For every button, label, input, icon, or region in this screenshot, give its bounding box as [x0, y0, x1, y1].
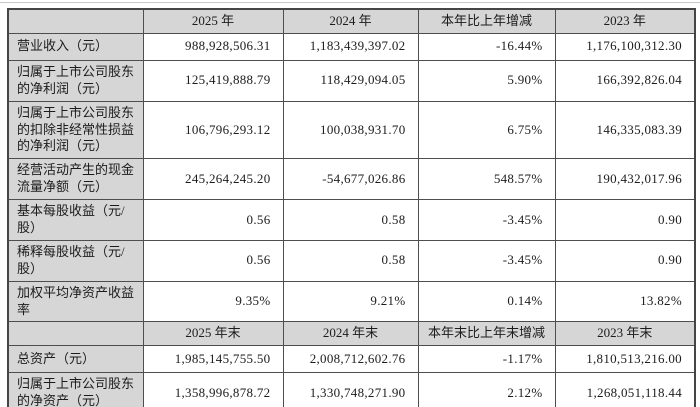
- cell-value: 1,183,439,397.02: [282, 32, 419, 61]
- cell-value: 100,038,931.70: [282, 100, 419, 160]
- cell-value: 166,392,826.04: [554, 59, 696, 102]
- table-body: 2025 年 2024 年本年比上年增减 2023 年营业收入（元） 988,928,…: [7, 8, 696, 407]
- cell-value: 1,176,100,312.30: [554, 32, 696, 61]
- cell-value: 245,264,245.20: [142, 158, 284, 201]
- financial-summary-table: 2025 年 2024 年本年比上年增减 2023 年营业收入（元） 988,928,…: [7, 8, 696, 407]
- cell-value: 2.12%: [417, 372, 556, 407]
- cell-value: 0.90: [554, 199, 696, 241]
- corner-cell: [7, 321, 144, 347]
- table-row: 归属于上市公司股东的净资产（元） 1,358,996,878.72 1,330,74…: [7, 372, 696, 407]
- row-label: 加权平均净资产收益率: [7, 280, 144, 323]
- cell-value: -3.45%: [417, 199, 556, 241]
- cell-value: 0.56: [142, 239, 284, 282]
- cell-value: 118,429,094.05: [282, 59, 419, 102]
- column-header: 2024 年末: [282, 321, 419, 347]
- cell-value: -16.44%: [417, 32, 556, 61]
- cell-value: 0.56: [142, 199, 284, 241]
- column-header-row: 2025 年末 2024 年末 本年末比上年末增减 2023 年末: [7, 321, 696, 347]
- row-label: 基本每股收益（元/股）: [7, 199, 144, 241]
- cell-value: 9.35%: [142, 280, 284, 323]
- row-label: 归属于上市公司股东的净资产（元）: [7, 372, 144, 407]
- column-header: 本年比上年增减: [417, 8, 556, 34]
- cell-value: 125,419,888.79: [142, 59, 284, 102]
- cell-value: 146,335,083.39: [554, 100, 696, 160]
- cell-value: 6.75%: [417, 100, 556, 160]
- row-label: 归属于上市公司股东的扣除非经常性损益的净利润（元）: [7, 100, 144, 160]
- row-label: 经营活动产生的现金流量净额（元）: [7, 158, 144, 201]
- table-row: 经营活动产生的现金流量净额（元） 245,264,245.20 -54,677,02…: [7, 158, 696, 201]
- cell-value: -54,677,026.86: [282, 158, 419, 201]
- table-row: 总资产（元） 1,985,145,755.50 2,008,712,602.76 -1…: [7, 345, 696, 374]
- corner-cell: [7, 8, 144, 34]
- cell-value: 5.90%: [417, 59, 556, 102]
- cell-value: 1,985,145,755.50: [142, 345, 284, 374]
- cell-value: 988,928,506.31: [142, 32, 284, 61]
- cell-value: 1,268,051,118.44: [554, 372, 696, 407]
- cell-value: 106,796,293.12: [142, 100, 284, 160]
- cell-value: 190,432,017.96: [554, 158, 696, 201]
- row-label: 稀释每股收益（元/股）: [7, 239, 144, 282]
- column-header: 本年末比上年末增减: [417, 321, 556, 347]
- row-label: 营业收入（元）: [7, 32, 144, 61]
- cell-value: 0.90: [554, 239, 696, 282]
- cell-value: 13.82%: [554, 280, 696, 323]
- column-header: 2024 年: [282, 8, 419, 34]
- cell-value: 1,810,513,216.00: [554, 345, 696, 374]
- cell-value: 0.58: [282, 239, 419, 282]
- cell-value: 9.21%: [282, 280, 419, 323]
- table-row: 归属于上市公司股东的扣除非经常性损益的净利润（元） 106,796,293.12 1…: [7, 100, 696, 160]
- column-header: 2023 年末: [554, 321, 696, 347]
- table-row: 归属于上市公司股东的净利润（元） 125,419,888.79 118,429,09…: [7, 59, 696, 102]
- top-divider: [0, 2, 700, 3]
- table-row: 稀释每股收益（元/股） 0.56 0.58 -3.45% 0.90: [7, 239, 696, 282]
- column-header: 2025 年: [142, 8, 284, 34]
- cell-value: -1.17%: [417, 345, 556, 374]
- column-header: 2025 年末: [142, 321, 284, 347]
- cell-value: 1,358,996,878.72: [142, 372, 284, 407]
- cell-value: 0.14%: [417, 280, 556, 323]
- cell-value: 1,330,748,271.90: [282, 372, 419, 407]
- table-row: 营业收入（元） 988,928,506.31 1,183,439,397.02 -16…: [7, 32, 696, 61]
- row-label: 总资产（元）: [7, 345, 144, 374]
- column-header-row: 2025 年 2024 年本年比上年增减 2023 年: [7, 8, 696, 34]
- table-row: 基本每股收益（元/股） 0.56 0.58 -3.45% 0.90: [7, 199, 696, 241]
- column-header: 2023 年: [554, 8, 696, 34]
- cell-value: 0.58: [282, 199, 419, 241]
- table-row: 加权平均净资产收益率 9.35% 9.21% 0.14% 13.82%: [7, 280, 696, 323]
- row-label: 归属于上市公司股东的净利润（元）: [7, 59, 144, 102]
- cell-value: 548.57%: [417, 158, 556, 201]
- cell-value: 2,008,712,602.76: [282, 345, 419, 374]
- cell-value: -3.45%: [417, 239, 556, 282]
